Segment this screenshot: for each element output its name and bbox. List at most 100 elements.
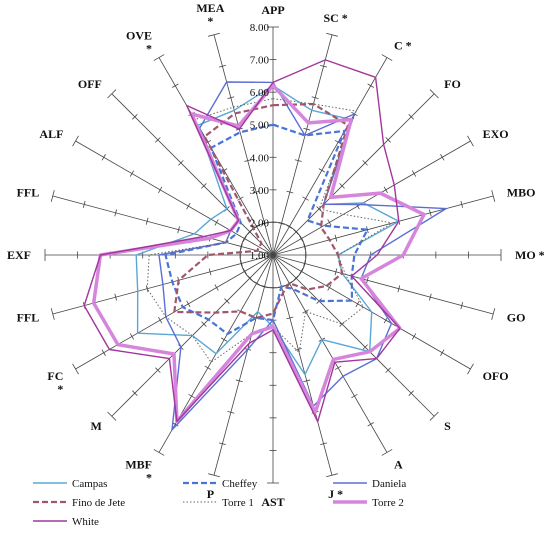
tick-mark: [318, 168, 326, 173]
tick-mark: [320, 64, 328, 68]
tick-mark: [153, 449, 165, 456]
tick-mark: [366, 276, 369, 284]
axis-label-off-21: OFF: [78, 77, 102, 91]
tick-label: 5.00: [250, 120, 270, 132]
tick-label: 2.00: [250, 217, 270, 229]
spoke-a-10: [272, 254, 388, 453]
tick-mark: [303, 243, 306, 251]
tick-mark: [214, 219, 219, 226]
tick-mark: [326, 32, 338, 37]
axis-label-mo-6: MO *: [515, 248, 545, 262]
tick-mark: [224, 298, 230, 304]
tick-mark: [240, 243, 243, 251]
tick-mark: [50, 308, 55, 320]
spoke-fo-3: [272, 93, 435, 256]
tick-mark: [429, 411, 439, 421]
tick-mark: [132, 390, 138, 396]
axis-label-go-7: GO: [507, 311, 526, 325]
tick-mark: [429, 293, 432, 301]
tick-mark: [145, 285, 149, 293]
tick-mark: [208, 268, 212, 276]
tick-mark: [208, 473, 220, 478]
tick-mark: [237, 196, 244, 201]
tick-mark: [411, 170, 417, 177]
spoke-exo-4: [272, 140, 471, 256]
tick-mark: [294, 348, 302, 351]
legend-item-torre-1: Torre 1: [183, 497, 254, 509]
tick-mark: [172, 83, 179, 88]
tick-mark: [277, 222, 285, 225]
spoke-go-7: [272, 254, 494, 315]
tick-mark: [460, 302, 464, 310]
spoke-c-2: [272, 57, 388, 256]
tick-mark: [101, 349, 106, 356]
tick-mark: [429, 89, 439, 99]
tick-mark: [429, 209, 432, 217]
axis-label-fc-16: FC *: [47, 369, 63, 396]
spoke-mbo-5: [272, 195, 494, 256]
tick-mark: [227, 411, 235, 414]
tick-mark: [208, 32, 220, 37]
spoke-sc-1: [272, 34, 333, 256]
tick-label: 1.00: [250, 250, 270, 262]
tick-mark: [155, 137, 161, 143]
tick-mark: [286, 224, 293, 229]
axis-label-exf-18: EXF: [7, 248, 31, 262]
tick-mark: [244, 159, 252, 162]
tick-mark: [188, 393, 195, 399]
tick-label: 4.00: [250, 152, 270, 164]
tick-mark: [303, 379, 311, 383]
tick-label: 8.00: [250, 22, 270, 34]
axis-label-sc-1: SC *: [323, 11, 347, 25]
tick-mark: [383, 316, 388, 324]
tick-mark: [218, 442, 226, 446]
tick-mark: [72, 363, 79, 375]
tick-mark: [204, 365, 212, 370]
tick-mark: [82, 200, 86, 208]
tick-mark: [385, 137, 391, 143]
tick-mark: [311, 96, 319, 99]
legend-label: Torre 1: [222, 497, 254, 509]
tick-mark: [302, 309, 309, 314]
legend-label: Torre 2: [372, 497, 404, 509]
tick-mark: [253, 224, 260, 229]
tick-mark: [155, 367, 161, 373]
tick-mark: [214, 284, 219, 291]
tick-mark: [218, 64, 226, 68]
legend-item-white: White: [33, 516, 99, 528]
tick-mark: [50, 190, 55, 202]
tick-mark: [101, 154, 106, 161]
axis-label-j-11: J *: [328, 487, 343, 501]
tick-mark: [252, 190, 260, 194]
tick-mark: [114, 293, 117, 301]
tick-mark: [261, 285, 269, 288]
tick-mark: [107, 411, 117, 421]
tick-mark: [145, 217, 149, 225]
axis-label-exo-4: EXO: [483, 127, 509, 141]
legend-label: Fino de Jete: [72, 497, 125, 509]
tick-mark: [253, 281, 260, 286]
tick-mark: [334, 365, 342, 370]
axis-label-ast-12: AST: [261, 495, 284, 509]
tick-mark: [178, 160, 184, 166]
tick-label: 3.00: [250, 185, 270, 197]
tick-mark: [299, 235, 304, 242]
tick-mark: [326, 473, 338, 478]
tick-mark: [129, 333, 135, 340]
tick-mark: [158, 186, 163, 194]
tick-mark: [72, 135, 79, 147]
axis-label-ffl-19: FFL: [17, 185, 40, 199]
tick-mark: [362, 160, 368, 166]
tick-mark: [467, 135, 474, 147]
tick-mark: [339, 183, 345, 189]
tick-mark: [460, 200, 464, 208]
tick-mark: [334, 268, 338, 276]
tick-mark: [220, 337, 228, 342]
axis-label-c-2: C *: [394, 38, 412, 52]
spoke-mea-23: [213, 34, 274, 256]
tick-mark: [316, 206, 322, 212]
spoke-off-21: [111, 93, 274, 256]
tick-mark: [186, 300, 191, 308]
legend-label: Daniela: [372, 478, 406, 490]
legend-item-torre-2: Torre 2: [333, 497, 404, 509]
